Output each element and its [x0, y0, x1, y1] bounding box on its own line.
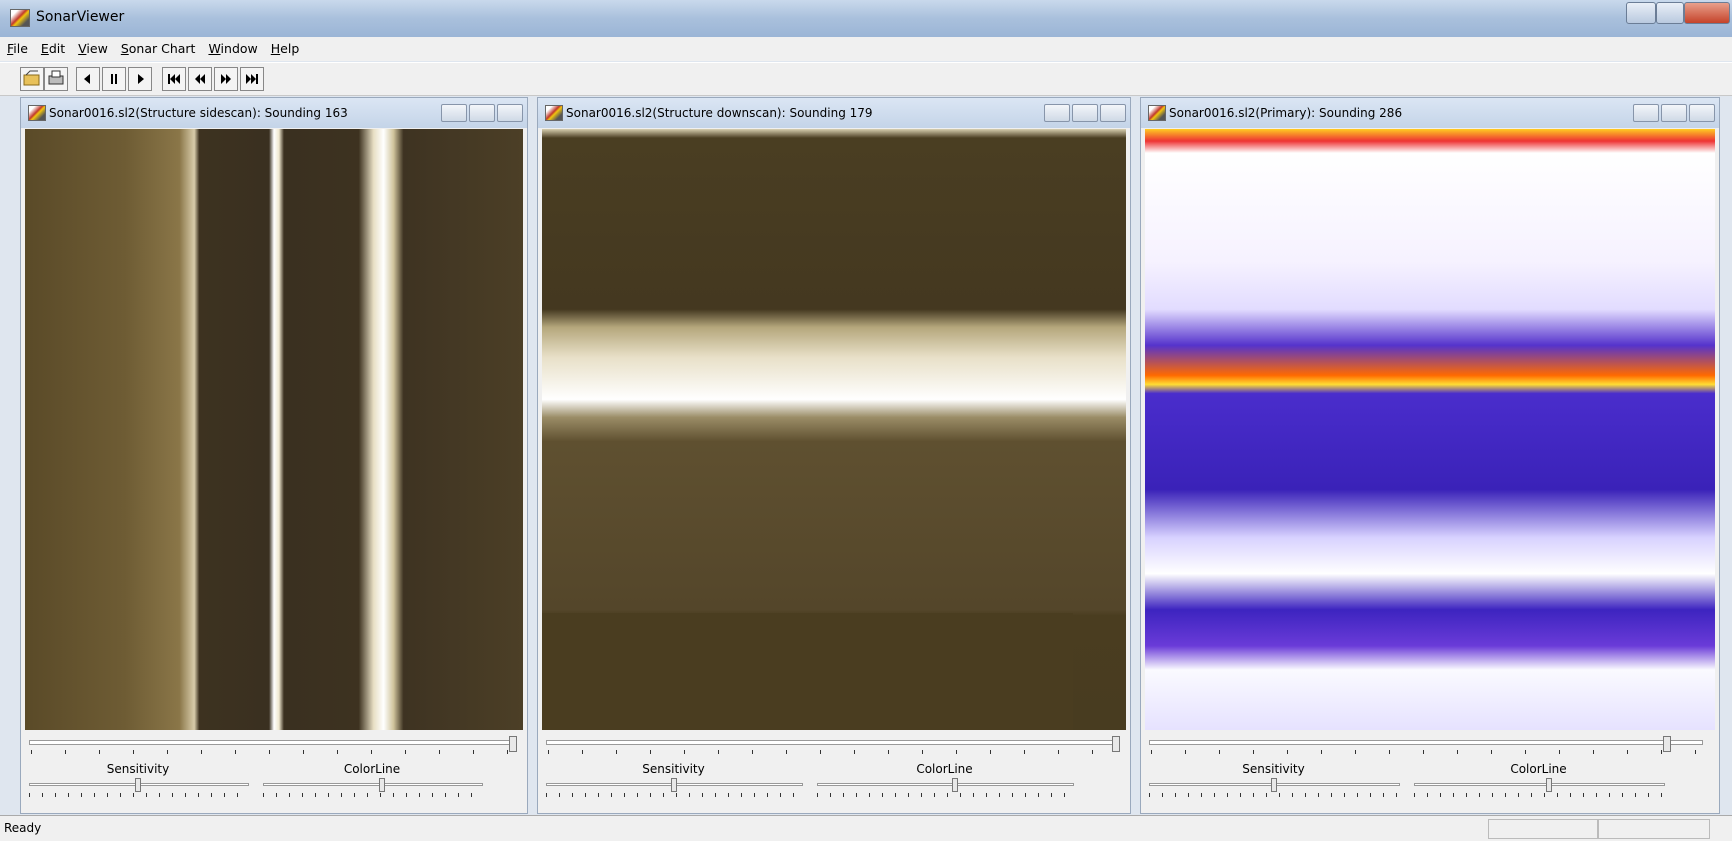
- slider-thumb[interactable]: [1545, 778, 1552, 792]
- minimize-button[interactable]: [1626, 2, 1656, 24]
- child-title: Sonar0016.sl2(Primary): Sounding 286: [1169, 106, 1403, 120]
- slider-ticks: [1149, 793, 1398, 797]
- scroll-ticks: [31, 750, 509, 754]
- slider-label: ColorLine: [343, 762, 401, 776]
- child-title: Sonar0016.sl2(Structure sidescan): Sound…: [49, 106, 348, 120]
- child-window-control[interactable]: [1633, 104, 1659, 122]
- sonar-image: [542, 129, 1126, 730]
- slider-ticks: [1414, 793, 1663, 797]
- toolbar-icon: [168, 74, 180, 84]
- slider-thumb[interactable]: [1270, 778, 1277, 792]
- slider-thumb[interactable]: [379, 778, 385, 792]
- child-title-bar: Sonar0016.sl2(Structure downscan): Sound…: [538, 98, 1130, 128]
- toolbar-button[interactable]: [102, 67, 126, 91]
- slider-ticks: [263, 793, 481, 797]
- scroll-track: [546, 740, 1114, 745]
- slider-label: ColorLine: [1510, 762, 1567, 776]
- toolbar-button[interactable]: [128, 67, 152, 91]
- child-window-control[interactable]: [497, 104, 523, 122]
- menu-item[interactable]: File: [7, 41, 28, 56]
- toolbar-button[interactable]: [214, 67, 238, 91]
- window-title: SonarViewer: [36, 9, 125, 25]
- scroll-ticks: [1151, 750, 1701, 754]
- slider-ticks: [817, 793, 1072, 797]
- status-bar: Ready: [0, 815, 1732, 841]
- child-window-control[interactable]: [1072, 104, 1098, 122]
- toolbar-button[interactable]: [44, 67, 68, 91]
- toolbar-button[interactable]: [76, 67, 100, 91]
- scroll-thumb[interactable]: [1112, 736, 1120, 752]
- child-title-bar: Sonar0016.sl2(Primary): Sounding 286: [1141, 98, 1719, 128]
- toolbar-icon: [195, 74, 205, 84]
- toolbar-button[interactable]: [240, 67, 264, 91]
- slider-track: [1414, 783, 1665, 786]
- toolbar-icon: [221, 74, 231, 84]
- slider-thumb[interactable]: [135, 778, 141, 792]
- status-pane: [1598, 819, 1710, 839]
- toolbar-icon: [84, 74, 90, 84]
- toolbar-button[interactable]: [188, 67, 212, 91]
- toolbar-button[interactable]: [162, 67, 186, 91]
- close-button[interactable]: [1684, 2, 1730, 24]
- slider-thumb[interactable]: [951, 778, 958, 792]
- status-text: Ready: [4, 821, 42, 835]
- slider-ticks: [546, 793, 801, 797]
- child-window-control[interactable]: [441, 104, 467, 122]
- slider-label: Sensitivity: [106, 762, 170, 776]
- menu-item[interactable]: Window: [208, 41, 258, 56]
- child-window: Sonar0016.sl2(Primary): Sounding 286 Sens…: [1140, 97, 1720, 814]
- scroll-track: [1149, 740, 1703, 745]
- child-window-control[interactable]: [1100, 104, 1126, 122]
- child-window: Sonar0016.sl2(Structure downscan): Sound…: [537, 97, 1131, 814]
- app-icon: [10, 9, 30, 27]
- child-window-control[interactable]: [469, 104, 495, 122]
- slider-label: Sensitivity: [642, 762, 705, 776]
- toolbar: [0, 62, 1732, 96]
- slider-label: Sensitivity: [1242, 762, 1305, 776]
- child-icon: [28, 105, 46, 121]
- status-pane: [1488, 819, 1598, 839]
- child-window: Sonar0016.sl2(Structure sidescan): Sound…: [20, 97, 528, 814]
- child-window-control[interactable]: [1044, 104, 1070, 122]
- slider-track: [817, 783, 1074, 786]
- slider-thumb[interactable]: [670, 778, 677, 792]
- scroll-thumb[interactable]: [509, 736, 517, 752]
- toolbar-icon: [111, 74, 117, 84]
- menu-item[interactable]: Sonar Chart: [120, 41, 196, 56]
- sonar-no-data: [542, 613, 1074, 730]
- menu-item[interactable]: Edit: [40, 41, 66, 56]
- menu-bar: File Edit View Sonar Chart Window Help: [0, 37, 1732, 61]
- toolbar-icon: [48, 70, 64, 85]
- toolbar-icon: [23, 70, 40, 86]
- toolbar-icon: [246, 74, 258, 84]
- child-title: Sonar0016.sl2(Structure downscan): Sound…: [566, 106, 873, 120]
- scroll-thumb[interactable]: [1663, 736, 1671, 752]
- title-bar: SonarViewer: [0, 0, 1732, 37]
- child-icon: [545, 105, 563, 121]
- toolbar-button[interactable]: [20, 67, 44, 91]
- toolbar-icon: [138, 74, 144, 84]
- slider-ticks: [29, 793, 247, 797]
- maximize-button[interactable]: [1656, 2, 1684, 24]
- child-title-bar: Sonar0016.sl2(Structure sidescan): Sound…: [21, 98, 527, 128]
- scroll-track: [29, 740, 511, 745]
- child-window-control[interactable]: [1689, 104, 1715, 122]
- child-window-control[interactable]: [1661, 104, 1687, 122]
- slider-label: ColorLine: [916, 762, 973, 776]
- sonar-image: [1145, 129, 1715, 730]
- child-icon: [1148, 105, 1166, 121]
- scroll-ticks: [548, 750, 1112, 754]
- slider-track: [263, 783, 483, 786]
- menu-item[interactable]: View: [78, 41, 108, 56]
- sonar-image: [25, 129, 523, 730]
- menu-item[interactable]: Help: [270, 41, 300, 56]
